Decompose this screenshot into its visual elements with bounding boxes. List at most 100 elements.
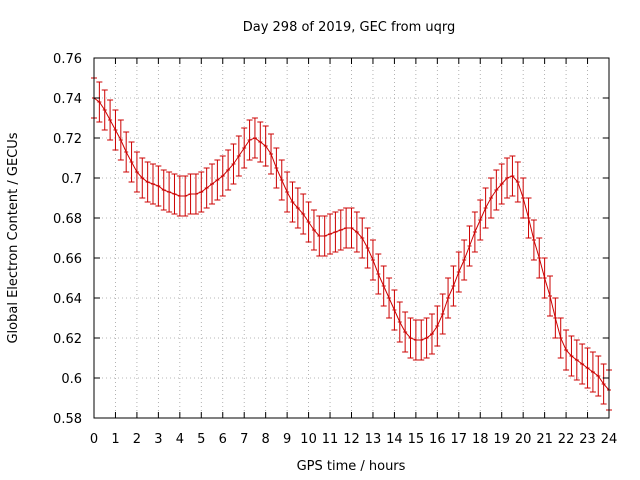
error-bar	[321, 215, 328, 257]
error-bar	[310, 209, 317, 251]
error-bar	[107, 99, 114, 141]
error-bar	[568, 335, 575, 377]
y-tick-label: 0.7	[61, 172, 82, 187]
error-bar	[439, 293, 446, 335]
error-bar	[257, 121, 264, 163]
error-bar	[530, 219, 537, 261]
x-tick-label: 6	[219, 432, 227, 447]
x-tick-label: 16	[429, 432, 446, 447]
error-bar	[268, 133, 275, 175]
error-bar	[557, 317, 564, 359]
error-bar	[493, 169, 500, 211]
error-bar	[552, 297, 559, 339]
error-bar	[251, 117, 258, 159]
x-tick-label: 22	[558, 432, 575, 447]
error-bar	[246, 119, 253, 161]
error-bar	[171, 173, 178, 215]
error-bar	[343, 207, 350, 249]
x-tick-label: 12	[343, 432, 360, 447]
y-tick-label: 0.74	[53, 92, 82, 107]
error-bar	[332, 211, 339, 253]
axes: 0 1 2 3 4 5 6 7 8 9 10 11 12 13 14 15 16 17 18 19 20 21 22 23 24…	[53, 52, 617, 447]
error-bar	[289, 181, 296, 223]
error-bar	[391, 289, 398, 331]
error-bar	[273, 147, 280, 189]
error-bar	[96, 81, 103, 123]
x-tick-label: 7	[240, 432, 248, 447]
x-tick-label: 5	[197, 432, 205, 447]
chart-title: Day 298 of 2019, GEC from uqrg	[243, 20, 456, 35]
error-bar	[300, 193, 307, 235]
error-bar	[396, 301, 403, 343]
x-tick-label: 0	[90, 432, 98, 447]
error-bar	[471, 211, 478, 253]
y-tick-label: 0.6	[61, 372, 82, 387]
x-tick-label: 11	[322, 432, 339, 447]
error-bar	[509, 155, 516, 197]
error-bar	[525, 197, 532, 239]
x-tick-label: 17	[451, 432, 468, 447]
error-bar	[369, 239, 376, 281]
error-bar	[482, 187, 489, 229]
x-tick-label: 4	[176, 432, 184, 447]
y-tick-label: 0.66	[53, 252, 82, 267]
y-tick-label: 0.76	[53, 52, 82, 67]
error-bar	[160, 169, 167, 211]
error-bar	[412, 319, 419, 361]
x-tick-label: 14	[386, 432, 403, 447]
error-bar	[514, 161, 521, 203]
error-bar	[589, 351, 596, 393]
error-bar	[461, 239, 468, 281]
error-bar	[209, 163, 216, 205]
error-bar	[128, 141, 135, 183]
error-bar	[595, 355, 602, 397]
error-bar	[380, 265, 387, 307]
x-tick-label: 18	[472, 432, 489, 447]
x-tick-label: 1	[111, 432, 119, 447]
x-tick-label: 8	[262, 432, 270, 447]
error-bar	[133, 151, 140, 193]
error-bar	[294, 187, 301, 229]
error-bar	[155, 165, 162, 207]
error-bar	[520, 177, 527, 219]
y-tick-label: 0.62	[53, 332, 82, 347]
error-bar	[235, 135, 242, 177]
error-bar	[278, 159, 285, 201]
error-bar	[225, 149, 232, 191]
error-bar	[123, 131, 130, 173]
error-bar	[182, 175, 189, 217]
error-bar	[375, 253, 382, 295]
error-bar	[407, 317, 414, 359]
error-bar	[418, 319, 425, 361]
error-bar	[101, 89, 108, 131]
error-bar	[498, 163, 505, 205]
error-bar	[214, 159, 221, 201]
error-bar	[166, 171, 173, 213]
x-tick-label: 15	[408, 432, 425, 447]
error-bar	[198, 171, 205, 213]
error-bar	[139, 157, 146, 199]
error-bar	[563, 329, 570, 371]
error-bar	[546, 275, 553, 317]
error-bar	[348, 207, 355, 249]
y-tick-label: 0.68	[53, 212, 82, 227]
error-bar	[477, 199, 484, 241]
error-bar	[192, 173, 199, 215]
error-bar	[450, 265, 457, 307]
error-bar	[187, 173, 194, 215]
error-bar	[455, 251, 462, 293]
error-bar	[487, 177, 494, 219]
error-bar	[584, 347, 591, 389]
error-bar	[230, 143, 237, 185]
error-bar	[428, 313, 435, 355]
error-bar	[144, 161, 151, 203]
error-bar	[386, 277, 393, 319]
x-tick-label: 3	[154, 432, 162, 447]
error-bar	[402, 311, 409, 353]
x-tick-label: 2	[133, 432, 141, 447]
error-bar	[117, 119, 124, 161]
data-series	[91, 77, 612, 411]
error-bar	[316, 215, 323, 257]
